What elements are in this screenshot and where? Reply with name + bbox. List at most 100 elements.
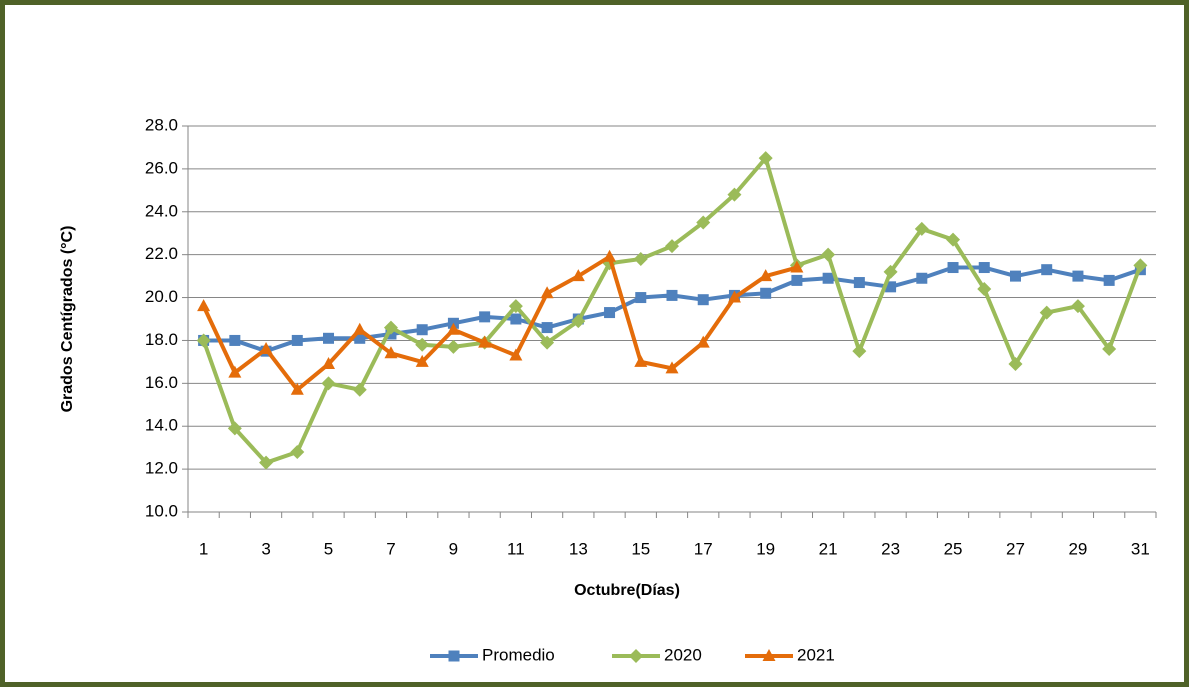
data-point — [291, 334, 303, 346]
data-point — [479, 311, 491, 323]
legend-marker — [762, 649, 776, 661]
legend-label: 2021 — [797, 645, 835, 664]
data-point — [259, 455, 274, 470]
data-point — [697, 294, 709, 306]
data-point — [1039, 305, 1054, 320]
data-point — [540, 286, 554, 299]
x-tick-label: 3 — [261, 539, 270, 558]
data-point — [916, 272, 928, 284]
legend-label: 2020 — [664, 645, 702, 664]
data-point — [759, 269, 773, 282]
y-tick-label: 28.0 — [145, 115, 178, 134]
data-point — [446, 339, 461, 354]
data-point — [383, 320, 398, 335]
data-point — [416, 324, 428, 336]
x-tick-label: 31 — [1131, 539, 1150, 558]
data-point — [1009, 270, 1021, 282]
x-tick-label: 13 — [569, 539, 588, 558]
data-point — [727, 187, 742, 202]
data-point — [791, 274, 803, 286]
data-point — [509, 348, 523, 361]
x-tick-label: 7 — [386, 539, 395, 558]
data-point — [696, 215, 711, 230]
data-point — [883, 264, 898, 279]
data-point — [1070, 299, 1085, 314]
data-point — [478, 335, 492, 348]
data-point — [571, 269, 585, 282]
data-point — [384, 346, 398, 359]
data-point — [322, 357, 336, 370]
data-point — [446, 322, 460, 335]
legend-marker — [448, 650, 460, 662]
data-point — [790, 260, 804, 273]
x-tick-label: 27 — [1006, 539, 1025, 558]
data-point — [760, 287, 772, 299]
data-point — [666, 289, 678, 301]
data-point — [853, 277, 865, 289]
legend-label: Promedio — [482, 645, 555, 664]
x-tick-label: 25 — [944, 539, 963, 558]
data-point — [415, 354, 429, 367]
data-point — [821, 247, 836, 262]
x-tick-label: 21 — [819, 539, 838, 558]
y-tick-label: 16.0 — [145, 373, 178, 392]
data-point — [822, 272, 834, 284]
x-tick-label: 5 — [324, 539, 333, 558]
data-point — [353, 322, 367, 335]
data-point — [1102, 342, 1117, 357]
x-tick-label: 29 — [1068, 539, 1087, 558]
data-point — [352, 382, 367, 397]
data-point — [1072, 270, 1084, 282]
y-tick-label: 12.0 — [145, 459, 178, 478]
data-point — [197, 299, 211, 312]
data-point — [1133, 258, 1148, 273]
data-point — [227, 421, 242, 436]
data-point — [633, 251, 648, 266]
x-tick-label: 1 — [199, 539, 208, 558]
x-tick-label: 17 — [694, 539, 713, 558]
data-point — [541, 322, 553, 334]
y-tick-label: 10.0 — [145, 501, 178, 520]
data-point — [290, 444, 305, 459]
y-tick-label: 26.0 — [145, 158, 178, 177]
data-point — [571, 314, 586, 329]
data-point — [1041, 264, 1053, 276]
data-point — [977, 281, 992, 296]
data-point — [665, 361, 679, 374]
y-tick-label: 22.0 — [145, 244, 178, 263]
data-point — [540, 335, 555, 350]
data-point — [508, 299, 523, 314]
data-point — [323, 332, 335, 344]
data-point — [604, 307, 616, 319]
data-point — [290, 382, 304, 395]
y-tick-label: 24.0 — [145, 201, 178, 220]
data-point — [510, 313, 522, 325]
data-point — [946, 232, 961, 247]
x-tick-label: 11 — [507, 539, 525, 558]
data-point — [978, 262, 990, 274]
data-point — [321, 376, 336, 391]
data-point — [947, 262, 959, 274]
x-tick-label: 15 — [631, 539, 650, 558]
data-point — [852, 344, 867, 359]
data-point — [727, 290, 741, 303]
data-point — [1008, 357, 1023, 372]
data-point — [665, 239, 679, 254]
data-point — [259, 342, 273, 355]
data-point — [196, 333, 211, 348]
data-point — [634, 354, 648, 367]
data-point — [696, 335, 710, 348]
y-tick-label: 20.0 — [145, 287, 178, 306]
data-point — [758, 151, 773, 166]
data-point — [415, 337, 430, 352]
data-point — [914, 221, 929, 236]
data-point — [885, 281, 897, 293]
x-tick-label: 23 — [881, 539, 900, 558]
data-point — [1103, 274, 1115, 286]
y-axis-title: Grados Centígrados (°C) — [59, 226, 76, 413]
data-point — [354, 332, 366, 344]
y-tick-label: 18.0 — [145, 330, 178, 349]
data-point — [229, 334, 241, 346]
data-point — [603, 249, 617, 262]
